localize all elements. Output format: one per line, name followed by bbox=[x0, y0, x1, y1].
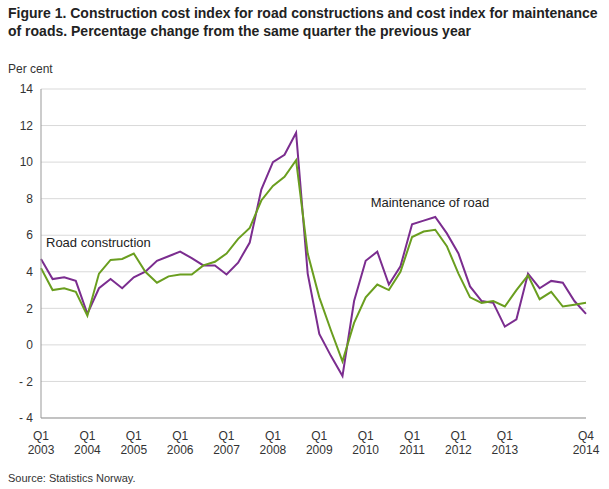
svg-text:6: 6 bbox=[26, 228, 33, 242]
svg-text:Q12005: Q12005 bbox=[120, 429, 147, 457]
svg-text:10: 10 bbox=[20, 155, 34, 169]
svg-text:Maintenance of road: Maintenance of road bbox=[371, 195, 490, 210]
svg-text:Q12007: Q12007 bbox=[213, 429, 240, 457]
svg-text:8: 8 bbox=[26, 192, 33, 206]
svg-text:0: 0 bbox=[26, 338, 33, 352]
svg-text:- 2: - 2 bbox=[19, 375, 33, 389]
html-text:Per cent: Per cent bbox=[8, 62, 53, 76]
svg-text:12: 12 bbox=[20, 119, 34, 133]
svg-text:- 4: - 4 bbox=[19, 411, 33, 425]
html-text:Source: Statistics Norway.: Source: Statistics Norway. bbox=[8, 472, 136, 484]
svg-text:Q12009: Q12009 bbox=[306, 429, 333, 457]
svg-text:Road construction: Road construction bbox=[46, 235, 151, 250]
svg-text:4: 4 bbox=[26, 265, 33, 279]
svg-text:Q12010: Q12010 bbox=[352, 429, 379, 457]
svg-text:2: 2 bbox=[26, 302, 33, 316]
svg-text:14: 14 bbox=[20, 82, 34, 96]
svg-text:Q12004: Q12004 bbox=[74, 429, 101, 457]
svg-text:Q12003: Q12003 bbox=[28, 429, 55, 457]
html-text:Figure 1. Construction cost in: Figure 1. Construction cost index for ro… bbox=[8, 5, 598, 39]
svg-text:Q12013: Q12013 bbox=[491, 429, 518, 457]
svg-text:Q12008: Q12008 bbox=[260, 429, 287, 457]
svg-text:Q42014: Q42014 bbox=[573, 429, 600, 457]
svg-text:Q12011: Q12011 bbox=[399, 429, 425, 457]
svg-text:Q12012: Q12012 bbox=[445, 429, 472, 457]
svg-text:Q12006: Q12006 bbox=[167, 429, 194, 457]
